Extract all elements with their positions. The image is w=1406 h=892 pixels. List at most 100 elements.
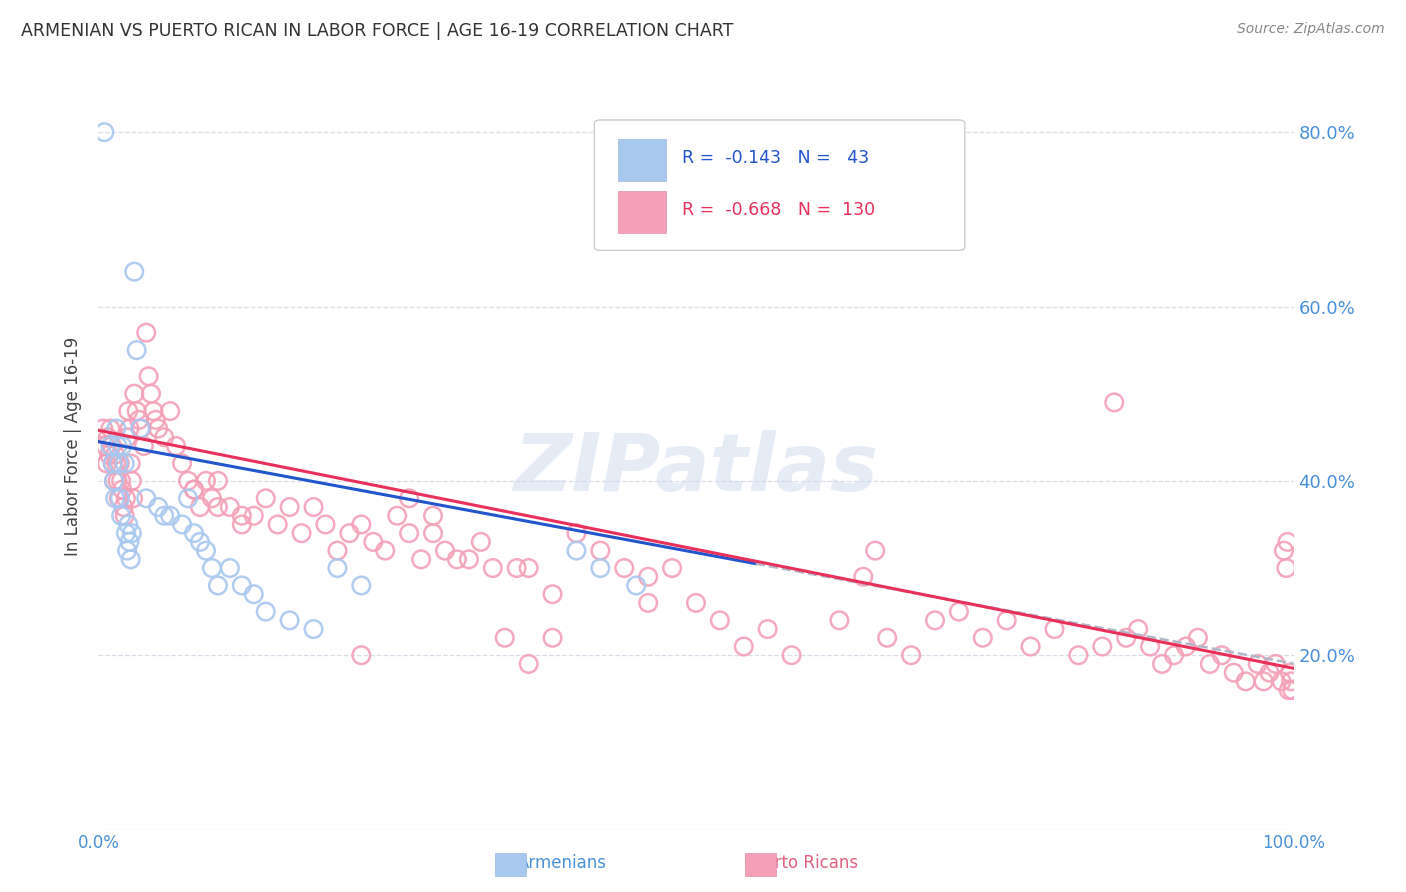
Point — [302, 622, 325, 636]
Point — [207, 500, 229, 514]
Point — [219, 500, 242, 514]
Point — [900, 648, 922, 663]
Point — [195, 543, 218, 558]
Point — [100, 439, 122, 453]
Point — [780, 648, 803, 663]
Point — [103, 474, 125, 488]
Point — [107, 474, 129, 488]
Point — [201, 561, 224, 575]
Point — [107, 457, 129, 471]
Text: Puerto Ricans: Puerto Ricans — [744, 855, 859, 872]
Point — [948, 605, 970, 619]
Point — [114, 457, 136, 471]
Point — [1264, 657, 1286, 671]
Point — [565, 526, 588, 541]
Point — [125, 404, 148, 418]
Point — [1258, 665, 1281, 680]
Point — [589, 543, 612, 558]
Point — [131, 421, 153, 435]
Point — [231, 508, 253, 523]
Text: R =  -0.143   N =   43: R = -0.143 N = 43 — [682, 149, 869, 168]
Point — [115, 430, 138, 444]
Point — [852, 570, 875, 584]
Point — [517, 561, 540, 575]
Point — [103, 474, 125, 488]
Point — [129, 421, 152, 435]
Point — [385, 508, 409, 523]
Point — [506, 561, 529, 575]
Point — [541, 631, 564, 645]
Point — [1199, 657, 1222, 671]
Point — [112, 500, 135, 514]
Point — [1271, 674, 1294, 689]
Point — [118, 421, 141, 435]
Point — [115, 543, 138, 558]
Point — [1115, 631, 1137, 645]
Point — [195, 474, 218, 488]
Point — [1275, 561, 1298, 575]
Point — [110, 474, 132, 488]
Point — [1253, 674, 1275, 689]
Text: Armenians: Armenians — [517, 855, 607, 872]
Point — [315, 517, 337, 532]
Point — [120, 457, 142, 471]
Point — [93, 125, 115, 139]
Bar — [619, 191, 666, 233]
Point — [1152, 657, 1174, 671]
Point — [828, 613, 851, 627]
Point — [115, 491, 138, 506]
Point — [1281, 683, 1303, 698]
Point — [138, 369, 160, 384]
Point — [1223, 665, 1246, 680]
Point — [153, 508, 176, 523]
Point — [243, 508, 266, 523]
Point — [517, 657, 540, 671]
Point — [254, 605, 277, 619]
Point — [709, 613, 731, 627]
Point — [111, 483, 134, 497]
Point — [1234, 674, 1257, 689]
Point — [108, 457, 131, 471]
Point — [458, 552, 481, 566]
Point — [972, 631, 994, 645]
Bar — [619, 139, 666, 181]
Point — [613, 561, 636, 575]
Point — [1128, 622, 1150, 636]
Point — [172, 457, 194, 471]
Point — [1247, 657, 1270, 671]
Point — [104, 448, 127, 462]
Point — [411, 552, 433, 566]
Point — [219, 561, 242, 575]
Point — [1043, 622, 1066, 636]
Point — [481, 561, 505, 575]
Point — [96, 457, 118, 471]
Point — [110, 508, 132, 523]
Point — [118, 534, 141, 549]
Point — [207, 578, 229, 592]
Point — [107, 491, 129, 506]
Point — [254, 491, 277, 506]
Point — [159, 508, 181, 523]
Point — [135, 326, 157, 340]
Point — [589, 561, 612, 575]
Point — [1139, 640, 1161, 654]
Point — [374, 543, 396, 558]
Point — [470, 534, 492, 549]
Point — [111, 439, 134, 453]
Point — [120, 552, 142, 566]
Point — [201, 491, 224, 506]
Point — [398, 526, 420, 541]
Text: Source: ZipAtlas.com: Source: ZipAtlas.com — [1237, 22, 1385, 37]
Point — [1175, 640, 1198, 654]
Point — [148, 421, 170, 435]
Point — [231, 578, 253, 592]
Point — [172, 517, 194, 532]
Point — [243, 587, 266, 601]
Point — [350, 578, 373, 592]
Point — [98, 439, 122, 453]
Point — [188, 534, 211, 549]
Point — [1279, 674, 1302, 689]
Point — [104, 491, 127, 506]
Point — [153, 430, 176, 444]
Point — [98, 421, 122, 435]
